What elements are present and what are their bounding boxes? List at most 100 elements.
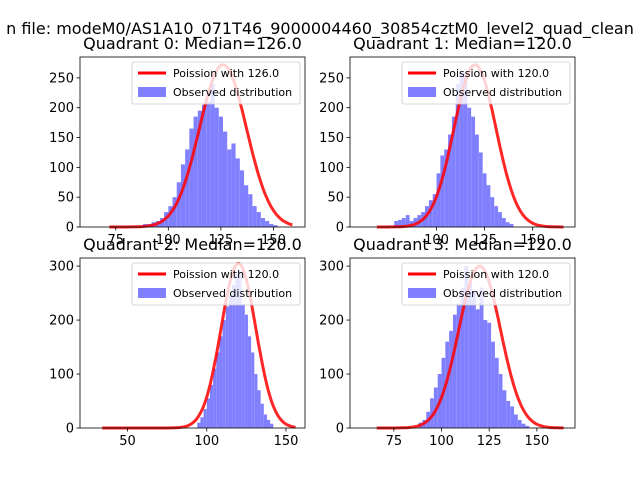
subplot-title: Quadrant 3: Median=120.0	[353, 235, 572, 254]
histogram-bar	[432, 194, 437, 227]
subplot-quadrant-3: 75 100 125 150 0 100 200 300 Quadrant 3: Median=…	[319, 235, 576, 449]
histogram-bar	[401, 218, 406, 227]
histogram-bar	[394, 221, 399, 227]
legend-box	[131, 262, 301, 306]
histogram-bar	[235, 158, 240, 227]
histogram-bar	[193, 116, 198, 227]
x-tick-label: 50	[119, 434, 136, 449]
subplot-quadrant-2: 50 100 150 0 100 200 300 Quadrant 2: Median=120…	[49, 235, 306, 449]
histogram-bar	[483, 320, 488, 428]
histogram-bar	[471, 116, 475, 227]
histogram-bar	[498, 374, 503, 428]
histogram-bar	[254, 374, 258, 428]
histogram-bar	[468, 282, 473, 428]
histogram-bar	[231, 143, 236, 227]
histogram-bar	[436, 173, 441, 227]
y-tick-label: 150	[49, 131, 74, 146]
y-tick-label: 50	[57, 191, 74, 206]
histogram-bar	[222, 131, 228, 227]
y-tick-label: 250	[49, 71, 74, 86]
y-tick-label: 0	[336, 221, 344, 236]
legend: Poission with 120.0 Observed distribution	[401, 61, 571, 105]
histogram-bar	[241, 303, 245, 428]
histogram-bar	[475, 134, 479, 227]
y-tick-label: 150	[319, 131, 344, 146]
histogram-bar	[214, 107, 219, 227]
histogram-bar	[251, 352, 255, 428]
x-tick-label: 75	[107, 233, 124, 248]
legend-bar-swatch	[138, 288, 166, 298]
histogram-bar	[176, 182, 181, 227]
histogram-bar	[265, 221, 270, 227]
y-tick-label: 100	[319, 161, 344, 176]
subplot-title: Quadrant 2: Median=120.0	[83, 235, 302, 254]
y-tick-label: 0	[336, 422, 344, 437]
axes-frame	[349, 56, 576, 228]
histogram-bar	[456, 303, 461, 428]
histogram-bar	[248, 194, 253, 227]
histogram-bar	[222, 320, 226, 428]
histogram-bar	[467, 107, 472, 227]
histogram-bar	[209, 384, 214, 428]
histogram-bar	[273, 225, 278, 227]
legend-line-label: Poission with 120.0	[443, 67, 549, 80]
histogram-bar	[487, 322, 492, 428]
y-tick-label: 100	[319, 368, 344, 383]
histogram-bar	[475, 309, 480, 428]
histogram-bar	[444, 149, 449, 227]
histogram-bar	[455, 83, 460, 227]
axes-frame	[79, 257, 306, 429]
histogram-bar	[502, 390, 507, 428]
histogram-bar	[494, 206, 499, 227]
histogram-bar	[482, 173, 487, 227]
histogram-bar	[452, 314, 457, 428]
x-tick-label: 75	[386, 434, 403, 449]
y-tick-label: 300	[319, 260, 344, 275]
histogram-bar	[185, 149, 190, 227]
legend-line-label: Poission with 120.0	[443, 268, 549, 281]
histogram-bar	[510, 406, 514, 428]
histogram-bar	[189, 128, 194, 227]
histogram-bar	[225, 306, 229, 428]
legend: Poission with 120.0 Observed distribution	[401, 262, 571, 306]
x-tick-label: 100	[429, 434, 454, 449]
histogram-bar	[257, 390, 261, 428]
legend-bar-swatch	[138, 87, 166, 97]
histogram-bar	[398, 219, 402, 227]
histogram-bar	[449, 330, 453, 428]
histogram-bar	[445, 341, 450, 428]
histogram-bar	[479, 287, 484, 428]
y-tick-label: 300	[49, 260, 74, 275]
histogram-bar	[460, 287, 465, 428]
histogram-bar	[463, 74, 468, 227]
histogram-bar	[501, 218, 506, 227]
histogram-bar	[260, 403, 264, 428]
histogram-bar	[506, 401, 511, 428]
histogram-bar	[505, 222, 510, 227]
y-tick-label: 0	[66, 221, 74, 236]
histogram-bar	[244, 314, 248, 428]
y-tick-label: 200	[49, 101, 74, 116]
histogram-bar	[521, 423, 526, 428]
y-tick-label: 100	[49, 368, 74, 383]
histogram-bar	[451, 116, 456, 227]
x-tick-label: 100	[156, 233, 181, 248]
histogram-bar	[459, 71, 464, 227]
histogram-bar	[238, 271, 242, 428]
histogram-bar	[210, 83, 215, 227]
axes-frame	[349, 257, 576, 429]
histogram-bar	[218, 116, 223, 227]
histogram-bar	[201, 104, 207, 227]
x-tick-label: 100	[424, 233, 449, 248]
y-tick-label: 50	[327, 191, 344, 206]
histogram-bar	[197, 422, 201, 428]
legend-line-label: Poission with 120.0	[173, 268, 279, 281]
y-tick-label: 200	[49, 314, 74, 329]
histogram-bar	[486, 185, 491, 227]
histogram-bar	[232, 284, 236, 428]
histogram-bar	[172, 197, 177, 227]
histogram-bar	[256, 212, 261, 227]
x-tick-label: 150	[520, 233, 545, 248]
x-tick-label: 150	[524, 434, 549, 449]
histogram-bar	[235, 274, 239, 428]
